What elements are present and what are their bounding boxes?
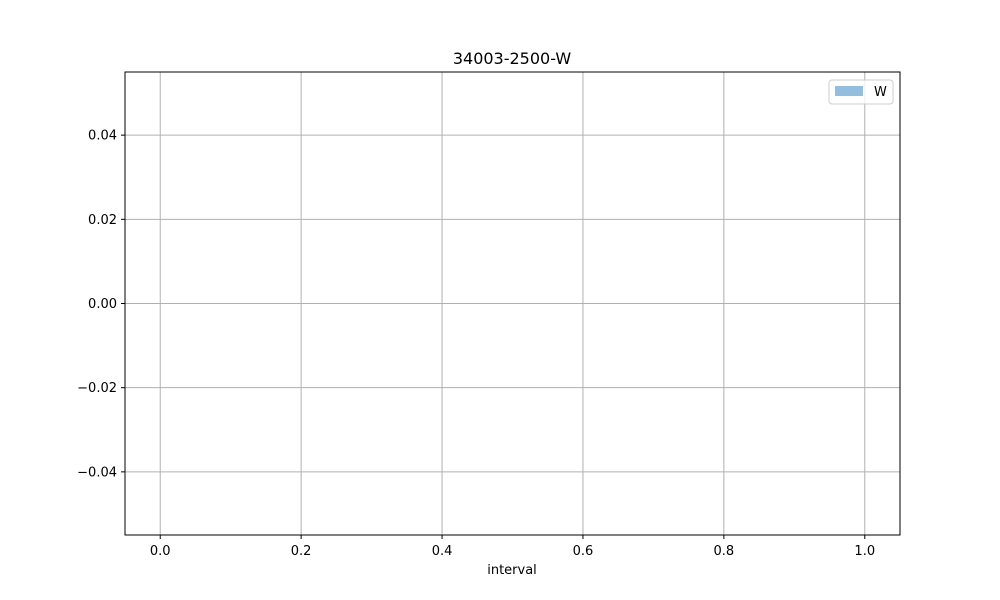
y-tick-label: 0.02 [88, 213, 117, 228]
y-tick-label: −0.04 [77, 465, 117, 480]
x-tick-label: 1.0 [854, 544, 875, 559]
x-tick-label: 0.6 [573, 544, 594, 559]
x-tick-label: 0.2 [291, 544, 312, 559]
x-tick-label: 0.4 [432, 544, 453, 559]
legend-label-w: W [874, 85, 887, 100]
x-axis-label: interval [487, 563, 537, 578]
legend: W [828, 79, 894, 105]
y-tick-label: 0.00 [88, 297, 117, 312]
y-axis-ticks: −0.04 −0.02 0.00 0.02 0.04 [77, 129, 125, 480]
y-tick-label: 0.04 [88, 129, 117, 144]
x-tick-label: 0.8 [714, 544, 735, 559]
legend-swatch-w [835, 86, 863, 96]
x-tick-label: 0.0 [150, 544, 171, 559]
grid-lines [125, 72, 900, 535]
y-tick-label: −0.02 [77, 381, 117, 396]
x-axis-ticks: 0.0 0.2 0.4 0.6 0.8 1.0 [150, 535, 875, 559]
chart-title: 34003-2500-W [453, 49, 572, 68]
